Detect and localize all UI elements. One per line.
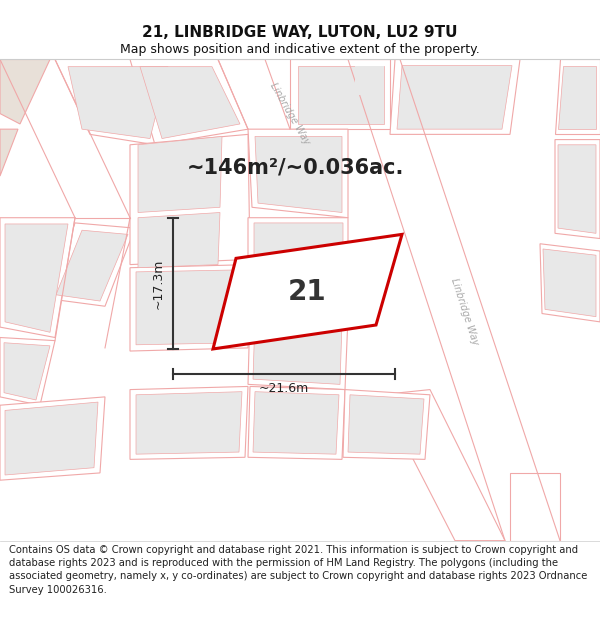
Polygon shape: [298, 66, 384, 124]
Polygon shape: [380, 389, 505, 541]
Polygon shape: [355, 66, 384, 95]
Polygon shape: [558, 66, 596, 129]
Polygon shape: [68, 67, 168, 139]
Polygon shape: [343, 389, 430, 459]
Polygon shape: [390, 59, 520, 134]
Polygon shape: [253, 392, 339, 454]
Text: 21, LINBRIDGE WAY, LUTON, LU2 9TU: 21, LINBRIDGE WAY, LUTON, LU2 9TU: [142, 25, 458, 40]
Text: Linbridge Way: Linbridge Way: [268, 81, 312, 146]
Polygon shape: [55, 217, 130, 348]
Polygon shape: [540, 244, 600, 322]
Polygon shape: [0, 59, 600, 541]
Polygon shape: [138, 136, 222, 212]
Polygon shape: [0, 397, 105, 480]
Polygon shape: [55, 59, 175, 145]
Polygon shape: [140, 67, 240, 139]
Polygon shape: [543, 249, 596, 317]
Polygon shape: [5, 224, 68, 332]
Polygon shape: [255, 136, 342, 212]
Text: ~146m²/~0.036ac.: ~146m²/~0.036ac.: [187, 158, 404, 177]
Polygon shape: [348, 59, 560, 541]
Polygon shape: [348, 395, 424, 454]
Polygon shape: [130, 59, 248, 145]
Polygon shape: [248, 386, 345, 459]
Text: Map shows position and indicative extent of the property.: Map shows position and indicative extent…: [120, 43, 480, 56]
Polygon shape: [136, 270, 244, 345]
Polygon shape: [218, 59, 290, 129]
Polygon shape: [213, 234, 402, 349]
Polygon shape: [0, 129, 18, 176]
Text: Linbridge Way: Linbridge Way: [449, 277, 481, 346]
Polygon shape: [397, 66, 512, 129]
Polygon shape: [510, 473, 560, 541]
Text: ~21.6m: ~21.6m: [259, 382, 309, 395]
Polygon shape: [0, 59, 130, 218]
Polygon shape: [248, 217, 348, 317]
Polygon shape: [136, 392, 242, 454]
Polygon shape: [558, 145, 596, 233]
Polygon shape: [56, 230, 128, 301]
Polygon shape: [253, 317, 342, 384]
Polygon shape: [254, 223, 343, 311]
Polygon shape: [248, 129, 348, 218]
Text: Contains OS data © Crown copyright and database right 2021. This information is : Contains OS data © Crown copyright and d…: [9, 545, 587, 594]
Polygon shape: [130, 386, 248, 459]
Polygon shape: [0, 59, 50, 124]
Polygon shape: [130, 264, 250, 351]
Polygon shape: [248, 311, 348, 389]
Polygon shape: [0, 217, 75, 338]
Polygon shape: [105, 351, 130, 389]
Text: ~17.3m: ~17.3m: [152, 258, 165, 309]
Text: 21: 21: [287, 278, 326, 306]
Polygon shape: [130, 134, 250, 264]
Polygon shape: [138, 213, 220, 268]
Polygon shape: [555, 59, 600, 134]
Polygon shape: [290, 59, 390, 129]
Polygon shape: [5, 402, 98, 475]
Polygon shape: [4, 342, 50, 400]
Polygon shape: [555, 139, 600, 239]
Polygon shape: [50, 223, 135, 306]
Polygon shape: [0, 338, 55, 405]
